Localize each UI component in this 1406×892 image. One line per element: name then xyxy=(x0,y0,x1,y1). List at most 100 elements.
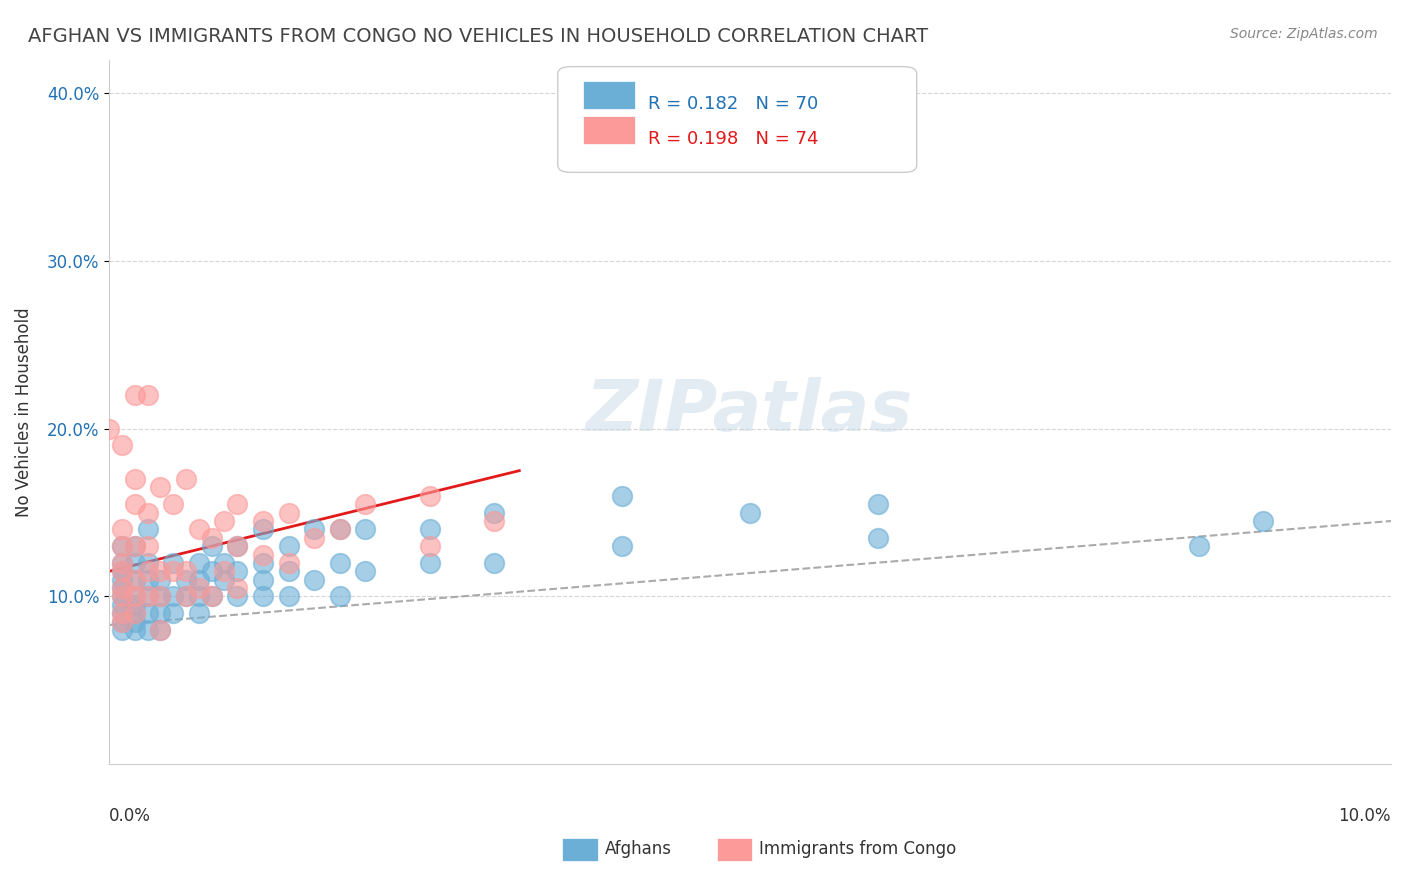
Point xyxy=(201,590,224,604)
Point xyxy=(738,506,761,520)
Point xyxy=(187,522,209,536)
Point xyxy=(111,590,134,604)
Point xyxy=(136,623,159,637)
Point xyxy=(111,522,134,536)
Point xyxy=(124,615,146,629)
Point xyxy=(136,573,159,587)
Point xyxy=(124,472,146,486)
Point xyxy=(111,615,134,629)
Point xyxy=(187,573,209,587)
Point xyxy=(329,522,352,536)
Point xyxy=(136,539,159,553)
Point xyxy=(149,623,172,637)
Point xyxy=(868,531,890,545)
Point xyxy=(277,556,299,570)
Point xyxy=(482,556,505,570)
Point xyxy=(610,489,633,503)
Point xyxy=(419,489,441,503)
Text: AFGHAN VS IMMIGRANTS FROM CONGO NO VEHICLES IN HOUSEHOLD CORRELATION CHART: AFGHAN VS IMMIGRANTS FROM CONGO NO VEHIC… xyxy=(28,27,928,45)
Point xyxy=(482,506,505,520)
Point xyxy=(111,556,134,570)
Point xyxy=(329,522,352,536)
Point xyxy=(136,388,159,402)
Point xyxy=(214,564,236,578)
Point xyxy=(252,548,274,562)
Point xyxy=(174,472,197,486)
Text: Immigrants from Congo: Immigrants from Congo xyxy=(759,840,956,858)
Point xyxy=(419,522,441,536)
Point xyxy=(214,573,236,587)
Point xyxy=(226,497,249,511)
Point xyxy=(277,590,299,604)
Point xyxy=(174,573,197,587)
Point xyxy=(136,522,159,536)
Point xyxy=(111,598,134,612)
Point xyxy=(226,581,249,595)
Point xyxy=(174,590,197,604)
Point xyxy=(111,581,134,595)
Point xyxy=(1188,539,1211,553)
Text: 0.0%: 0.0% xyxy=(110,806,150,824)
Point xyxy=(354,497,377,511)
Point xyxy=(124,573,146,587)
Point xyxy=(162,607,184,621)
Point xyxy=(162,497,184,511)
Point xyxy=(149,573,172,587)
Point xyxy=(124,607,146,621)
Point xyxy=(124,539,146,553)
Point xyxy=(136,607,159,621)
Point xyxy=(329,590,352,604)
Point xyxy=(124,556,146,570)
Point xyxy=(162,590,184,604)
Point xyxy=(111,564,134,578)
Point xyxy=(124,607,146,621)
Point xyxy=(111,438,134,452)
Point xyxy=(124,388,146,402)
Point xyxy=(187,607,209,621)
Point xyxy=(354,522,377,536)
Point xyxy=(214,556,236,570)
Point xyxy=(214,514,236,528)
Point xyxy=(226,564,249,578)
Point xyxy=(136,590,159,604)
Point xyxy=(610,539,633,553)
Point xyxy=(111,623,134,637)
Text: 10.0%: 10.0% xyxy=(1339,806,1391,824)
Text: ZIPatlas: ZIPatlas xyxy=(586,377,914,446)
Point xyxy=(252,590,274,604)
Point xyxy=(111,607,134,621)
Point xyxy=(98,422,121,436)
Point xyxy=(419,556,441,570)
Point xyxy=(226,539,249,553)
Point xyxy=(124,623,146,637)
Point xyxy=(187,581,209,595)
Point xyxy=(149,480,172,494)
Bar xyxy=(583,81,634,109)
FancyBboxPatch shape xyxy=(558,67,917,172)
Point xyxy=(111,573,134,587)
Point xyxy=(136,564,159,578)
Point xyxy=(868,497,890,511)
Text: R = 0.182   N = 70: R = 0.182 N = 70 xyxy=(648,95,818,112)
Point xyxy=(302,531,325,545)
Point xyxy=(302,573,325,587)
Point xyxy=(111,581,134,595)
Point xyxy=(111,607,134,621)
Point xyxy=(277,539,299,553)
Point xyxy=(111,556,134,570)
Point xyxy=(226,590,249,604)
Point xyxy=(252,573,274,587)
Point xyxy=(1251,514,1274,528)
Point xyxy=(136,556,159,570)
Point xyxy=(277,564,299,578)
Point xyxy=(149,607,172,621)
Point xyxy=(226,539,249,553)
Point xyxy=(124,598,146,612)
Point xyxy=(482,514,505,528)
Point xyxy=(149,564,172,578)
Point xyxy=(149,590,172,604)
Point xyxy=(302,522,325,536)
Point xyxy=(174,590,197,604)
Point xyxy=(201,590,224,604)
Point xyxy=(111,539,134,553)
